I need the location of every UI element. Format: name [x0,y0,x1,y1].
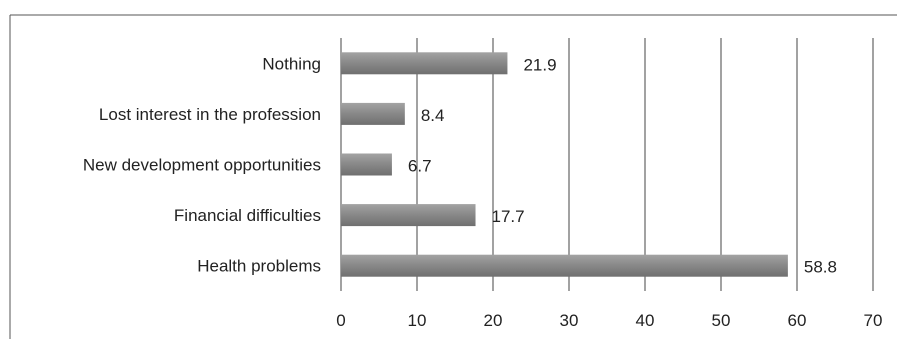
category-label: Financial difficulties [174,206,321,225]
data-label: 58.8 [804,258,837,277]
x-tick-label: 30 [560,311,579,330]
x-tick-label: 50 [712,311,731,330]
category-label: New development opportunities [83,156,321,175]
data-labels: 21.9 8.4 6.7 17.7 58.8 [408,55,837,276]
category-label: Nothing [262,54,321,73]
x-tick-label: 0 [336,311,345,330]
category-labels: Nothing Lost interest in the profession Ne… [83,54,321,275]
category-label: Lost interest in the profession [99,105,321,124]
data-label: 8.4 [421,106,445,125]
x-tick-label: 10 [408,311,427,330]
bars [341,52,788,277]
bar [341,52,508,75]
data-label: 6.7 [408,157,432,176]
x-tick-label: 20 [484,311,503,330]
bar [341,254,788,277]
data-label: 21.9 [523,55,556,74]
bar [341,153,392,176]
x-tick-label: 40 [636,311,655,330]
x-axis-tick-labels: 0 10 20 30 40 50 60 70 [336,311,882,330]
category-label: Health problems [197,257,321,276]
bar [341,102,405,125]
x-tick-label: 70 [864,311,883,330]
x-tick-label: 60 [788,311,807,330]
data-label: 17.7 [492,207,525,226]
bar [341,204,476,227]
gridlines [340,38,874,291]
